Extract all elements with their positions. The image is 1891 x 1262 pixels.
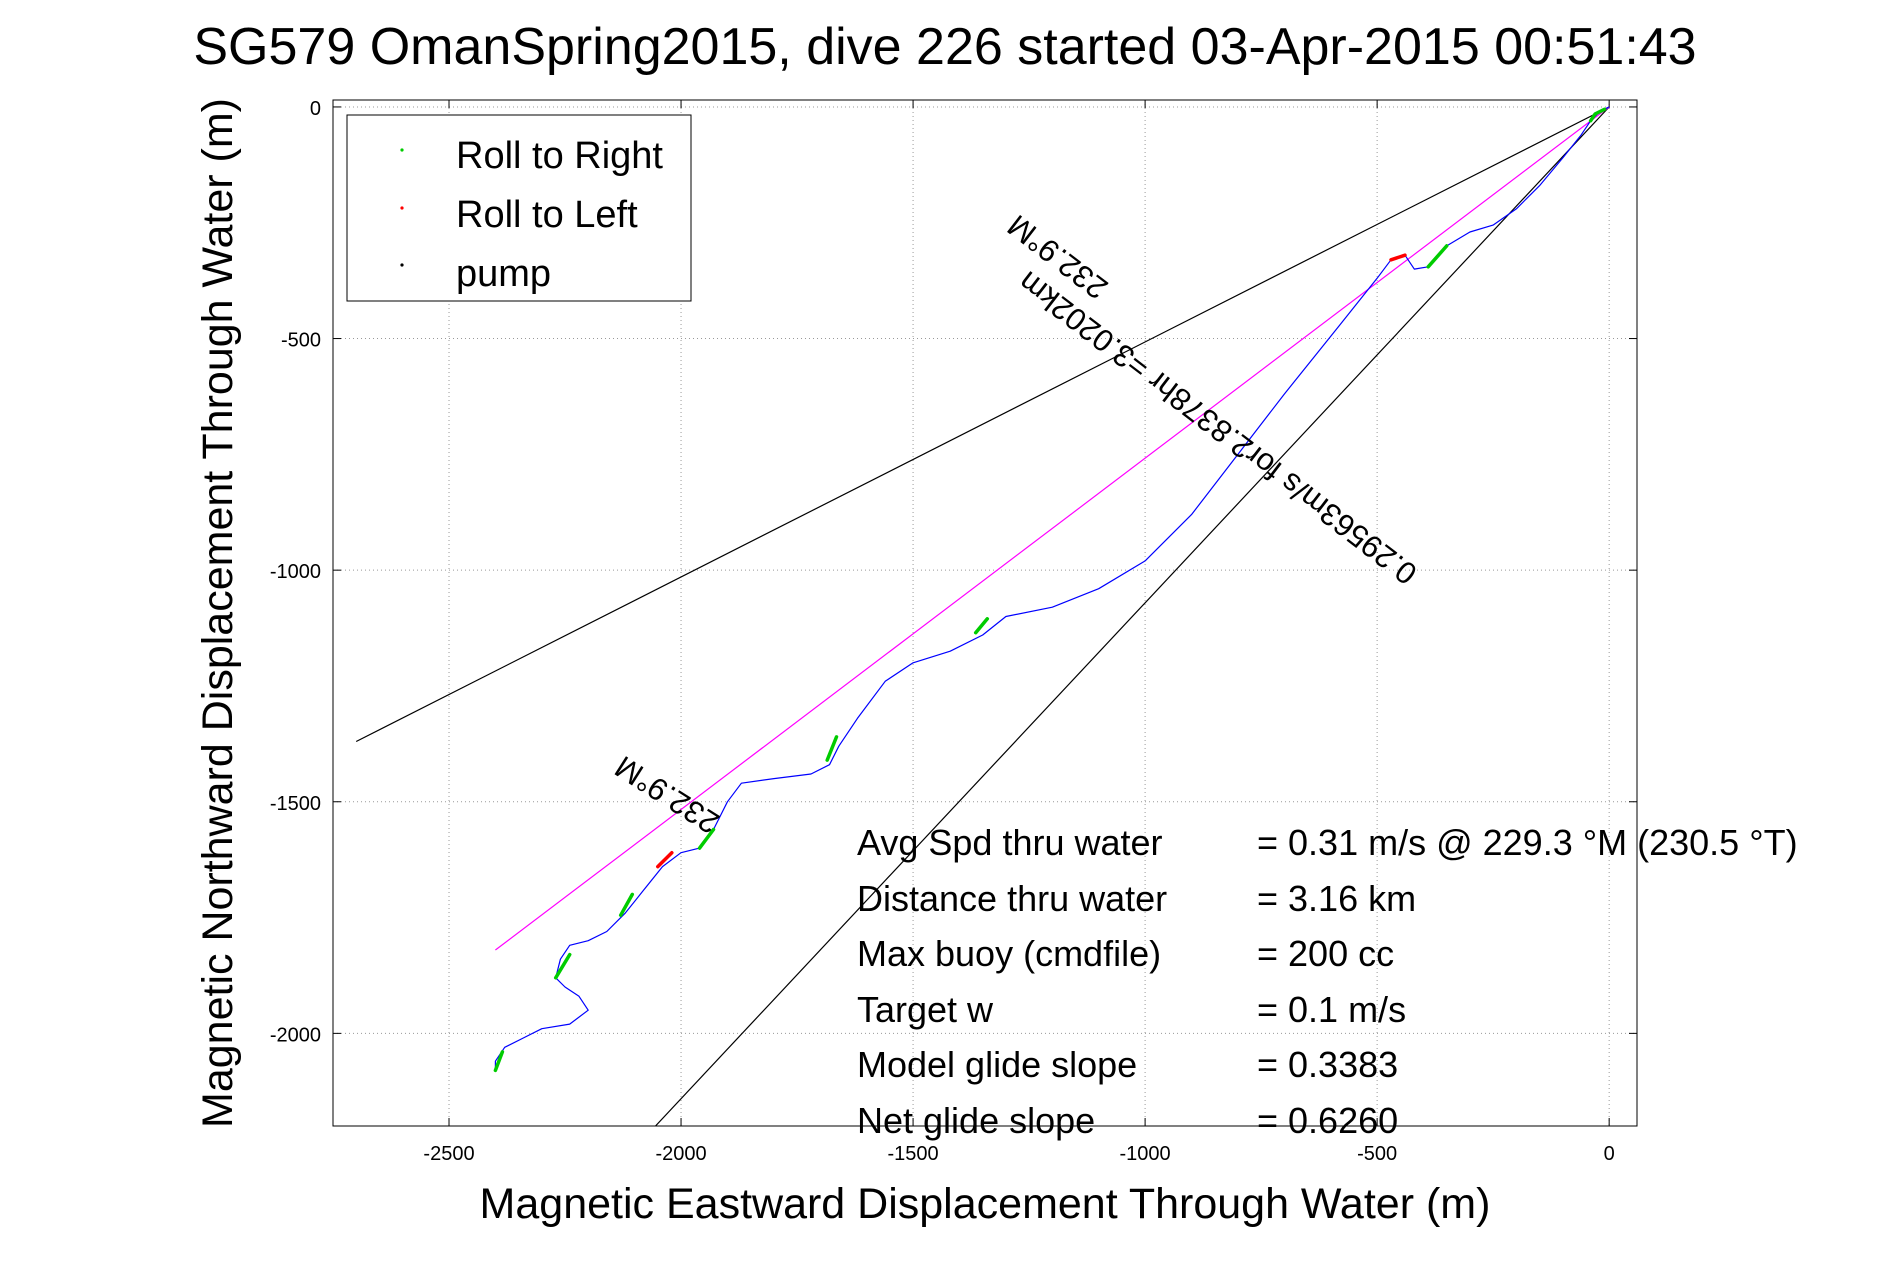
roll-to-right-segment — [697, 827, 716, 850]
stat-value-max-buoy: = 200 cc — [1257, 933, 1394, 974]
legend: Roll to Right Roll to Left pump — [346, 114, 692, 302]
x-tick-label: -2500 — [423, 1143, 474, 1165]
roll-to-left-segment — [656, 850, 674, 869]
roll-to-left-segment — [1389, 253, 1407, 262]
x-tick-label: 0 — [1604, 1143, 1615, 1165]
stat-value-net-glide: = 0.6260 — [1257, 1100, 1398, 1141]
stat-label-avg-speed: Avg Spd thru water — [857, 822, 1163, 863]
y-tick-label: -500 — [281, 330, 321, 352]
x-tick-label: -1000 — [1120, 1143, 1171, 1165]
cone-lower-line — [655, 106, 1610, 1126]
x-tick-label: -500 — [1357, 1143, 1397, 1165]
legend-label-roll-right: Roll to Right — [456, 135, 663, 177]
stat-label-net-glide: Net glide slope — [857, 1100, 1095, 1141]
stat-value-distance: = 3.16 km — [1257, 878, 1416, 919]
stat-label-max-buoy: Max buoy (cmdfile) — [857, 933, 1161, 974]
roll-to-right-segment — [618, 892, 635, 917]
stat-value-avg-speed: = 0.31 m/s @ 229.3 °M (230.5 °T) — [1257, 822, 1798, 863]
roll-to-right-segment — [973, 617, 990, 635]
roll-to-right-segment — [1426, 244, 1449, 269]
legend-label-roll-left: Roll to Left — [456, 194, 638, 236]
x-axis-label: Magnetic Eastward Displacement Through W… — [480, 1180, 1491, 1228]
y-tick-label: -1000 — [270, 561, 321, 583]
x-tick-label: -2000 — [655, 1143, 706, 1165]
stat-value-target-w: = 0.1 m/s — [1257, 989, 1406, 1030]
legend-marker-roll-left — [400, 206, 404, 210]
roll-to-right-segment — [493, 1050, 505, 1073]
y-gridlines — [333, 106, 1637, 1034]
stat-label-model-glide: Model glide slope — [857, 1044, 1137, 1085]
legend-marker-pump — [400, 263, 404, 267]
stats-panel: Avg Spd thru water = 0.31 m/s @ 229.3 °M… — [857, 822, 1798, 1141]
chart-title: SG579 OmanSpring2015, dive 226 started 0… — [193, 18, 1696, 76]
y-tick-label: -2000 — [270, 1024, 321, 1046]
stat-value-model-glide: = 0.3383 — [1257, 1044, 1398, 1085]
roll-to-right-segment — [553, 952, 572, 980]
y-tick-label: -1500 — [270, 793, 321, 815]
series-layer — [355, 106, 1610, 1126]
roll-to-right-segment — [825, 735, 839, 762]
y-axis-ticks: 0 -500 -1000 -1500 -2000 — [270, 98, 1637, 1046]
x-tick-label: -1500 — [887, 1143, 938, 1165]
y-axis-label: Magnetic Northward Displacement Through … — [194, 98, 242, 1128]
cone-upper-line — [355, 106, 1610, 743]
rhumb-line-line — [495, 106, 1610, 951]
legend-label-pump: pump — [456, 253, 551, 295]
roll-to-right-segment — [1588, 107, 1607, 123]
stat-label-target-w: Target w — [857, 989, 994, 1030]
y-tick-label: 0 — [310, 98, 321, 120]
legend-marker-roll-right — [400, 148, 404, 152]
legend-box — [346, 114, 692, 302]
x-axis-ticks: -2500 -2000 -1500 -1000 -500 0 — [423, 100, 1615, 1165]
x-gridlines — [448, 100, 1610, 1126]
stat-label-distance: Distance thru water — [857, 878, 1167, 919]
track-line — [494, 106, 1610, 1071]
